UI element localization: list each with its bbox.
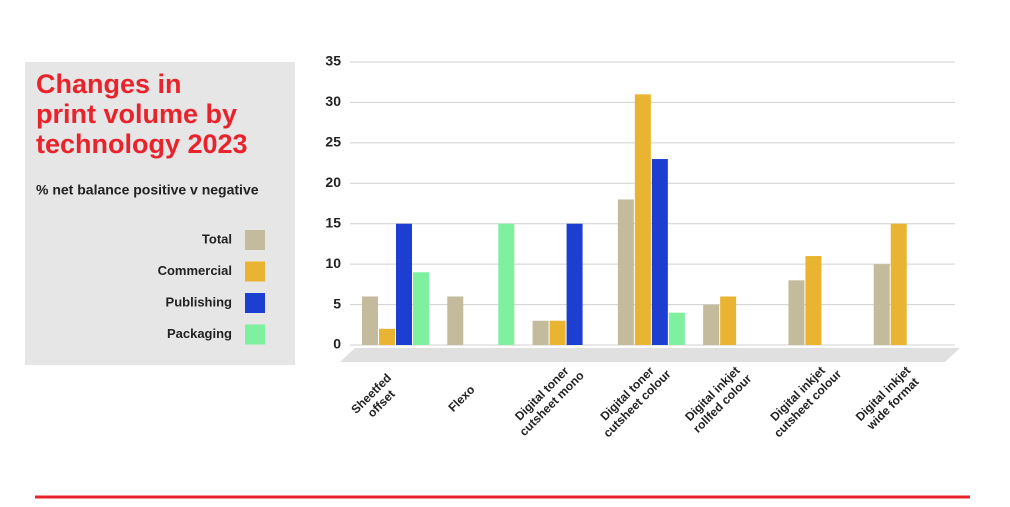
bar [703, 304, 720, 345]
bar [873, 264, 890, 345]
bar [720, 296, 737, 345]
bar [890, 223, 907, 345]
chart-title: print volume by [36, 99, 237, 129]
x-tick-label: Flexo [445, 383, 477, 415]
bar [668, 312, 685, 345]
bar [651, 159, 668, 345]
y-tick-label: 35 [325, 53, 341, 69]
chart-subtitle: % net balance positive v negative [36, 182, 259, 198]
legend-swatch [245, 230, 265, 250]
chart-title: Changes in [36, 69, 182, 99]
bar [447, 296, 464, 345]
bar [362, 296, 378, 345]
legend-swatch [245, 261, 265, 282]
legend-label: Publishing [166, 294, 233, 309]
y-tick-label: 15 [325, 214, 341, 230]
bar [805, 256, 822, 345]
bar [532, 320, 549, 345]
legend-swatch [245, 324, 265, 345]
bar [396, 223, 412, 345]
bar [498, 223, 515, 345]
y-tick-label: 20 [325, 174, 341, 190]
bar [379, 328, 395, 345]
y-tick-label: 0 [333, 336, 341, 352]
bar [634, 94, 651, 345]
bar [617, 199, 634, 345]
bar [413, 272, 429, 345]
side-panel [25, 62, 295, 365]
y-tick-label: 5 [333, 295, 341, 311]
y-tick-label: 10 [325, 255, 341, 271]
bar [549, 320, 566, 345]
bar [566, 223, 583, 345]
legend-label: Commercial [158, 263, 232, 278]
legend-label: Packaging [167, 326, 232, 341]
floor [340, 348, 960, 362]
y-tick-label: 30 [325, 93, 341, 109]
x-tick-label-group: Flexo [445, 383, 477, 415]
bar [788, 280, 805, 345]
y-tick-label: 25 [325, 134, 341, 150]
legend-label: Total [202, 231, 232, 246]
legend-swatch [245, 293, 265, 313]
chart-title: technology 2023 [36, 129, 248, 159]
